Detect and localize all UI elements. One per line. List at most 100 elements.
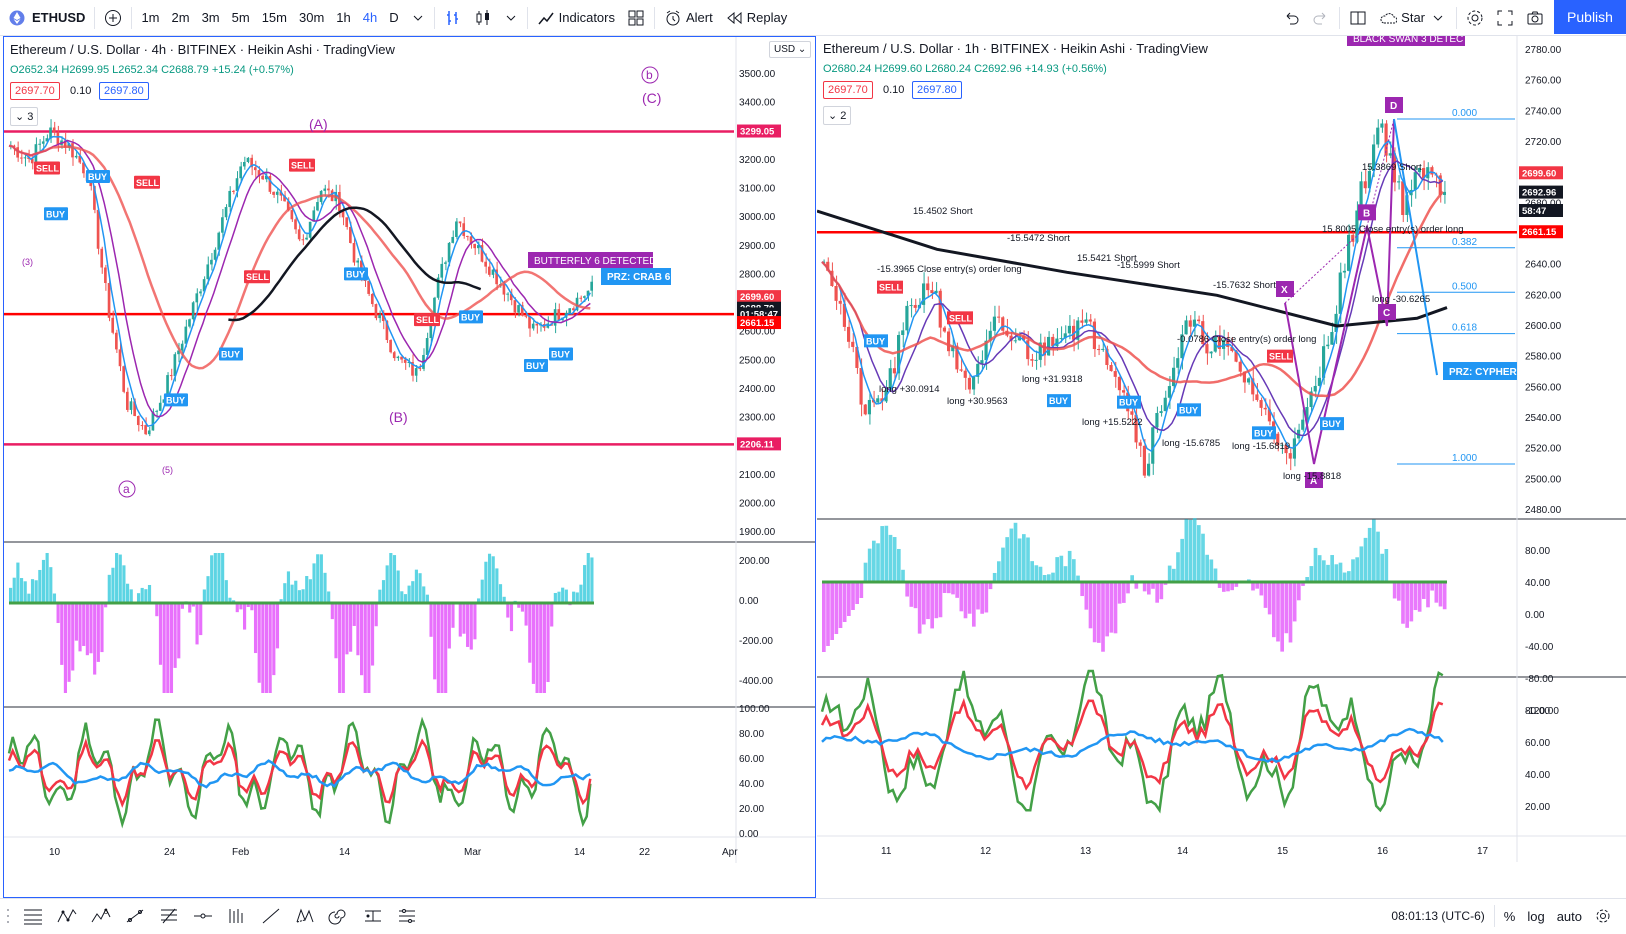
histogram-bar — [353, 603, 356, 626]
time-tick-label: 14 — [339, 847, 351, 858]
snapshot-button[interactable] — [1520, 0, 1550, 36]
right-sell-price[interactable]: 2697.70 — [823, 81, 873, 99]
candle-body — [1097, 349, 1100, 350]
histogram-bar — [1322, 560, 1326, 582]
histogram-bar — [97, 603, 100, 662]
interval-3m[interactable]: 3m — [196, 0, 226, 36]
price-range-icon[interactable] — [356, 901, 390, 931]
histogram-bar — [206, 576, 209, 603]
publish-button[interactable]: Publish — [1554, 0, 1626, 34]
menu-lines-icon[interactable] — [16, 901, 50, 931]
histogram-bar — [1155, 582, 1159, 603]
interval-2m[interactable]: 2m — [166, 0, 196, 36]
trendline-icon[interactable] — [118, 901, 152, 931]
histogram-bar — [1110, 582, 1114, 633]
signal-label: SELL — [416, 315, 440, 325]
histogram-bar — [375, 603, 378, 626]
price-tick-label: 2620.00 — [1525, 290, 1562, 301]
candle-body — [327, 189, 330, 191]
interval-dropdown[interactable] — [405, 0, 431, 36]
right-chart-canvas[interactable]: 2780.002760.002740.002720.002700.002680.… — [817, 36, 1626, 896]
xabcd-pattern-icon[interactable] — [288, 901, 322, 931]
fullscreen-button[interactable] — [1490, 0, 1520, 36]
right-chart-pane[interactable]: 2780.002760.002740.002720.002700.002680.… — [817, 36, 1626, 898]
spiral-icon[interactable] — [322, 901, 356, 931]
settings-button[interactable] — [1460, 0, 1490, 36]
candle-body — [583, 296, 586, 298]
price-tick-label: 2800.00 — [739, 269, 776, 280]
candle-body — [210, 260, 213, 265]
candle-body — [137, 416, 140, 425]
interval-30m[interactable]: 30m — [293, 0, 330, 36]
candle-body — [272, 192, 275, 195]
alarm-clock-icon — [664, 9, 682, 27]
trade-note-label: 15.8005 Close entry(s) order long — [1322, 224, 1464, 235]
left-buy-price[interactable]: 2697.80 — [99, 82, 149, 100]
histogram-bar — [130, 589, 133, 603]
divider — [131, 7, 132, 29]
layout-name-button[interactable]: Star — [1373, 0, 1453, 36]
date-range-icon[interactable] — [390, 901, 424, 931]
replay-button[interactable]: Replay — [719, 0, 793, 36]
candle-body — [554, 309, 557, 326]
symbol-search[interactable]: ETHUSD — [0, 0, 91, 36]
log-scale-toggle[interactable]: log — [1521, 898, 1550, 934]
fib-retracement-icon[interactable] — [152, 901, 186, 931]
auto-scale-toggle[interactable]: auto — [1551, 898, 1588, 934]
candle-body — [155, 411, 158, 412]
elliott-wave-icon[interactable]: 5 — [84, 901, 118, 931]
bar-style-button[interactable] — [438, 0, 468, 36]
compare-button[interactable] — [98, 0, 128, 36]
interval-1m[interactable]: 1m — [135, 0, 165, 36]
indicators-icon — [537, 9, 555, 27]
candle-body — [225, 207, 228, 217]
pattern-icon[interactable] — [50, 901, 84, 931]
redo-button[interactable] — [1306, 0, 1336, 36]
templates-button[interactable] — [621, 0, 651, 36]
candle-body — [1130, 411, 1133, 414]
left-chart-title: Ethereum / U.S. Dollar · 4h · BITFINEX ·… — [10, 42, 395, 57]
left-sell-price[interactable]: 2697.70 — [10, 82, 60, 100]
horizontal-line-icon[interactable] — [186, 901, 220, 931]
interval-4h[interactable]: 4h — [357, 0, 383, 36]
candle-body — [532, 324, 535, 329]
chart-settings-button[interactable] — [1588, 898, 1618, 934]
alert-button[interactable]: Alert — [658, 0, 719, 36]
histogram-bar — [1443, 582, 1447, 609]
right-buy-price[interactable]: 2697.80 — [912, 81, 962, 99]
interval-5m[interactable]: 5m — [226, 0, 256, 36]
osc-tick-label: 0.00 — [1525, 610, 1545, 621]
candle-body — [305, 238, 308, 240]
candle-body — [1068, 326, 1071, 333]
candle-body — [243, 162, 246, 166]
histogram-bar — [422, 586, 425, 603]
rewind-icon — [725, 9, 743, 27]
candle-body — [1143, 446, 1146, 476]
divider — [527, 7, 528, 29]
undo-button[interactable] — [1276, 0, 1306, 36]
histogram-bar — [49, 567, 52, 603]
long-position-icon[interactable] — [220, 901, 254, 931]
signal-label: BUY — [1322, 419, 1341, 429]
histogram-bar — [528, 603, 531, 663]
histogram-bar — [955, 582, 959, 598]
right-collapse-indicators[interactable]: ⌄ 2 — [823, 106, 851, 125]
clock-timezone[interactable]: 08:01:13 (UTC-6) — [1385, 898, 1490, 934]
ray-icon[interactable] — [254, 901, 288, 931]
interval-15m[interactable]: 15m — [256, 0, 293, 36]
histogram-bar — [305, 576, 308, 603]
histogram-bar — [536, 603, 539, 693]
interval-D[interactable]: D — [383, 0, 404, 36]
percent-scale-toggle[interactable]: % — [1498, 898, 1522, 934]
left-chart-pane[interactable]: 3500.003400.003300.003200.003100.003000.… — [3, 36, 816, 898]
currency-selector[interactable]: USD ⌄ — [769, 41, 811, 58]
candle-style-button[interactable] — [468, 0, 498, 36]
left-chart-canvas[interactable]: 3500.003400.003300.003200.003100.003000.… — [4, 37, 815, 897]
chart-type-dropdown[interactable] — [498, 0, 524, 36]
indicators-button[interactable]: Indicators — [531, 0, 621, 36]
candle-body — [397, 357, 400, 358]
interval-1h[interactable]: 1h — [330, 0, 356, 36]
left-collapse-indicators[interactable]: ⌄ 3 — [10, 107, 38, 126]
histogram-bar — [378, 590, 381, 603]
layout-button[interactable] — [1343, 0, 1373, 36]
